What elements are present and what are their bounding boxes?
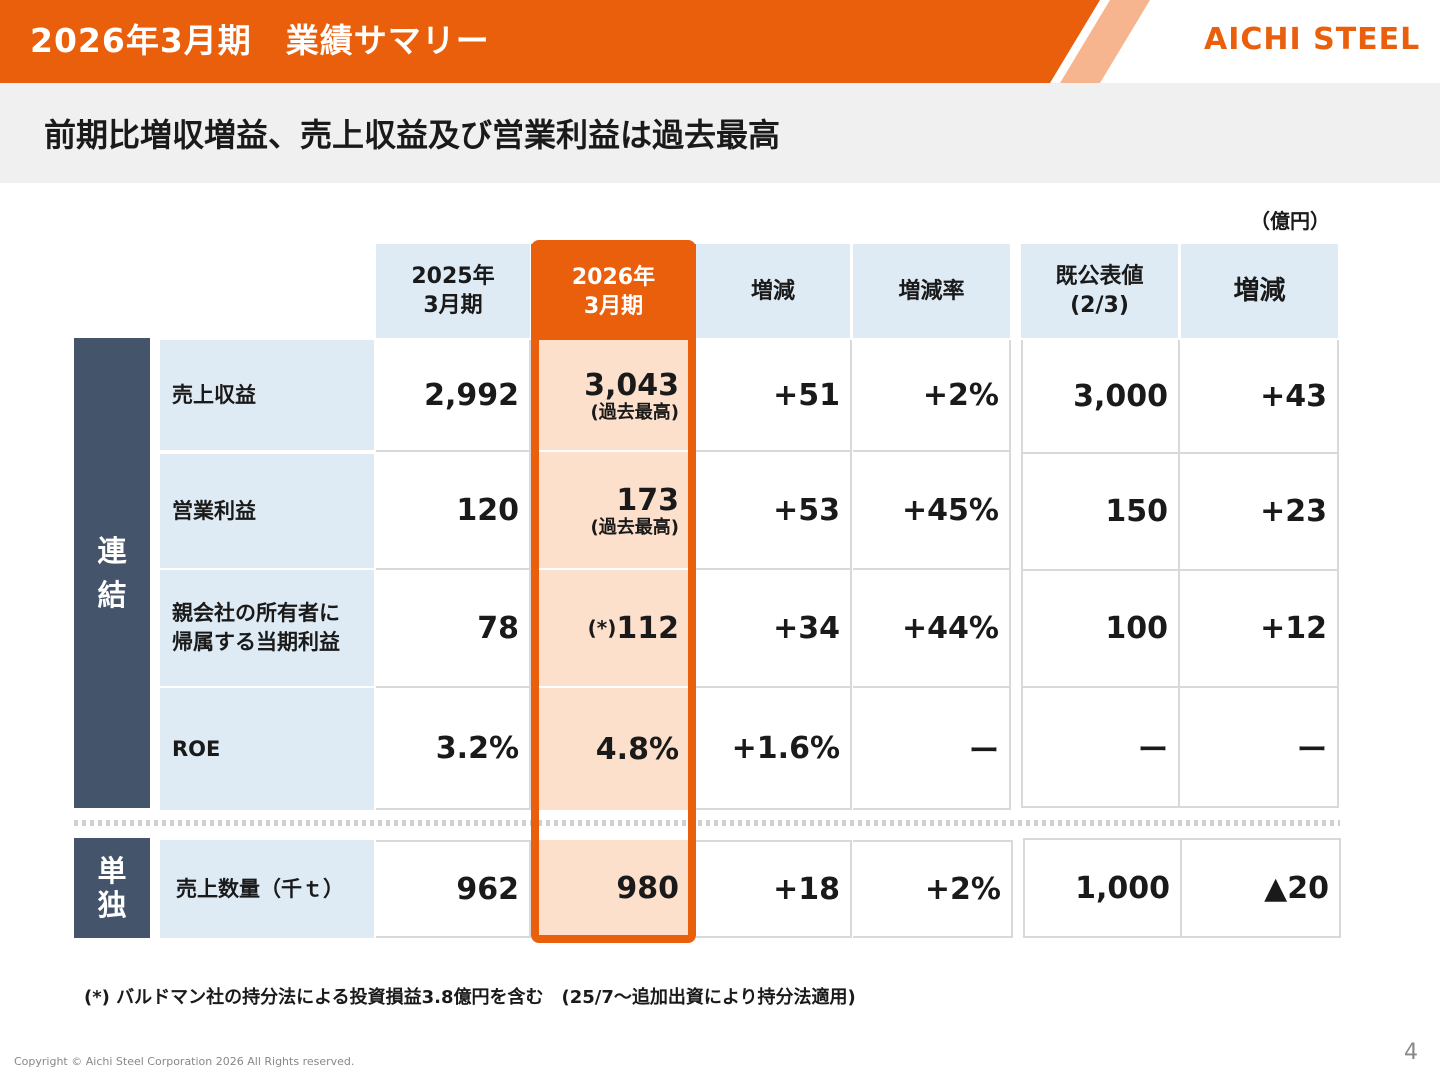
- subtitle-band: [0, 83, 1440, 183]
- cell-fy2025: 962: [376, 840, 531, 938]
- row-label-roe: ROE: [160, 688, 374, 810]
- col-header-change-rate: 増減率: [853, 244, 1010, 338]
- cell-fy2026: 980: [539, 840, 689, 936]
- cell-fy2025: 120: [376, 452, 531, 570]
- cell-change-rate: +2%: [853, 840, 1013, 938]
- side-label-standalone: 単 独: [74, 838, 150, 938]
- cell-fy2026: 3,043 (過去最高): [539, 340, 689, 452]
- cell-fy2025: 78: [376, 570, 531, 688]
- cell-change: +1.6%: [696, 688, 852, 810]
- col-header-fy2026: 2026年 3月期: [531, 244, 696, 340]
- unit-label: （億円）: [1250, 209, 1330, 233]
- col-header-change: 増減: [696, 244, 850, 338]
- cell-fy2025: 2,992: [376, 340, 531, 452]
- cell-change-rate: ー: [853, 688, 1011, 810]
- slide-title: 2026年3月期 業績サマリー: [30, 21, 490, 60]
- footnote-marker: (*): [587, 616, 617, 640]
- row-label-net-income: 親会社の所有者に 帰属する当期利益: [160, 570, 374, 686]
- cell-forecast: 100: [1021, 571, 1180, 688]
- cell-forecast-change: +43: [1180, 340, 1339, 454]
- cell-forecast: 1,000: [1023, 838, 1182, 938]
- copyright: Copyright © Aichi Steel Corporation 2026…: [14, 1055, 355, 1068]
- cell-change: +34: [696, 570, 852, 688]
- record-high-note: (過去最高): [590, 401, 679, 423]
- header-band: [0, 0, 1100, 83]
- cell-forecast: 3,000: [1021, 340, 1180, 454]
- footnote: (*) バルドマン社の持分法による投資損益3.8億円を含む (25/7～追加出資…: [84, 987, 856, 1008]
- cell-fy2025: 3.2%: [376, 688, 531, 810]
- slide-subtitle: 前期比増収増益、売上収益及び営業利益は過去最高: [44, 116, 781, 154]
- record-high-note: (過去最高): [590, 516, 679, 538]
- cell-change-rate: +45%: [853, 452, 1011, 570]
- cell-change: +51: [696, 340, 852, 452]
- cell-fy2026: (*) 112: [539, 570, 689, 688]
- col-header-forecast: 既公表値 (2/3): [1021, 244, 1178, 338]
- cell-forecast-change: ▲20: [1182, 838, 1341, 938]
- cell-change: +18: [696, 840, 852, 938]
- cell-forecast-change: +12: [1180, 571, 1339, 688]
- cell-change: +53: [696, 452, 852, 570]
- cell-forecast-change: ー: [1180, 688, 1339, 808]
- row-label-sales-volume: 売上数量（千ｔ）: [160, 840, 374, 938]
- cell-change-rate: +44%: [853, 570, 1011, 688]
- cell-fy2026: 173 (過去最高): [539, 452, 689, 570]
- cell-fy2026: 4.8%: [539, 688, 689, 810]
- side-label-consolidated: 連 結: [74, 338, 150, 808]
- row-label-operating-profit: 営業利益: [160, 454, 374, 568]
- cell-change-rate: +2%: [853, 340, 1011, 452]
- col-header-forecast-change: 増減: [1181, 244, 1338, 338]
- row-label-revenue: 売上収益: [160, 340, 374, 450]
- section-divider: [74, 820, 1340, 826]
- page-number: 4: [1404, 1040, 1418, 1065]
- cell-forecast: 150: [1021, 454, 1180, 571]
- cell-forecast-change: +23: [1180, 454, 1339, 571]
- col-header-fy2025: 2025年 3月期: [376, 244, 530, 338]
- company-logo: AICHI STEEL: [1204, 22, 1421, 57]
- cell-forecast: ー: [1021, 688, 1180, 808]
